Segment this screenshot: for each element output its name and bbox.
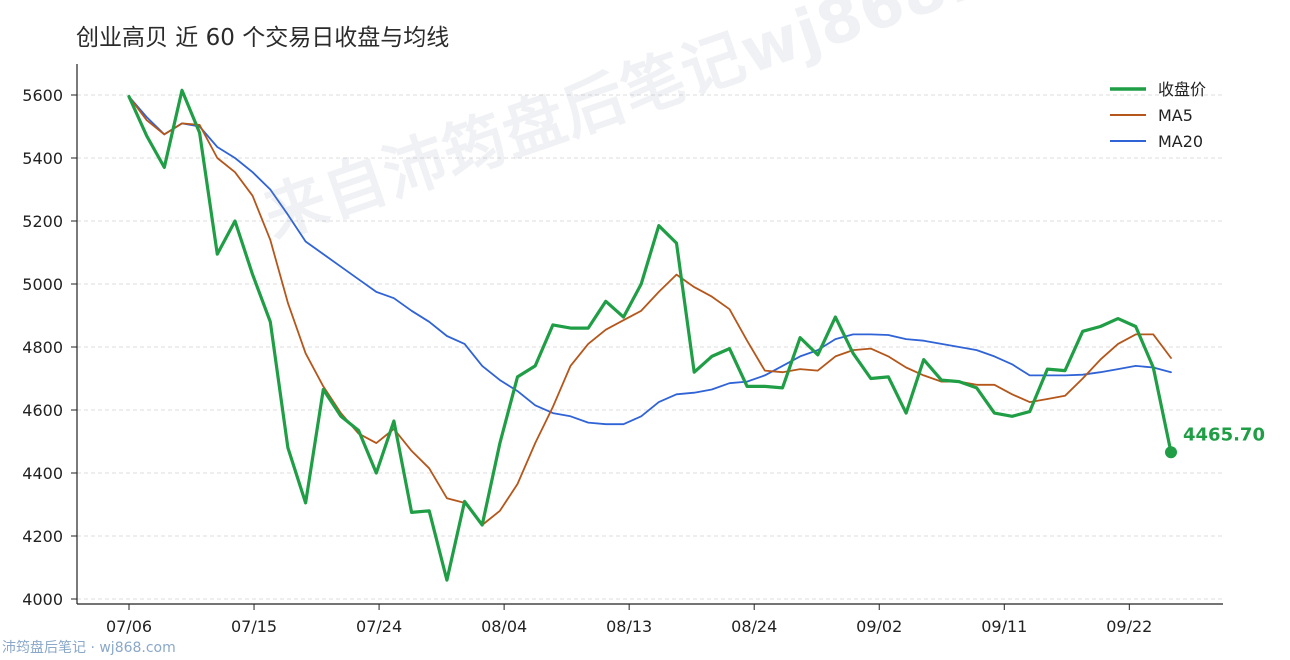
- series-line-ma5: [128, 95, 1172, 526]
- y-tick-label: 4000: [22, 590, 63, 609]
- x-tick-label: 07/06: [106, 617, 152, 636]
- x-tick-label: 09/11: [981, 617, 1027, 636]
- last-value-label: 4465.70: [1183, 424, 1265, 445]
- x-tick-label: 09/22: [1106, 617, 1152, 636]
- series-line-close: [127, 88, 1173, 582]
- y-tick-label: 4800: [22, 338, 63, 357]
- x-tick-label: 07/15: [231, 617, 277, 636]
- legend-label: MA20: [1158, 132, 1203, 151]
- x-tick-label: 07/24: [356, 617, 402, 636]
- legend-label: 收盘价: [1158, 80, 1206, 99]
- y-tick-label: 4200: [22, 527, 63, 546]
- y-tick-label: 5600: [22, 86, 63, 105]
- y-tick-label: 5000: [22, 275, 63, 294]
- x-tick-label: 09/02: [856, 617, 902, 636]
- footer-credit: 沛筠盘后笔记 · wj868.com: [2, 640, 176, 656]
- y-tick-label: 5200: [22, 212, 63, 231]
- x-tick-label: 08/24: [731, 617, 777, 636]
- series-line-ma20: [128, 95, 1172, 426]
- x-tick-label: 08/13: [606, 617, 652, 636]
- y-tick-label: 5400: [22, 149, 63, 168]
- y-tick-label: 4600: [22, 401, 63, 420]
- last-point-marker: [1165, 446, 1177, 459]
- chart-title: 创业高贝 近 60 个交易日收盘与均线: [76, 25, 450, 51]
- y-tick-label: 4400: [22, 464, 63, 483]
- x-tick-label: 08/04: [481, 617, 527, 636]
- legend-label: MA5: [1158, 106, 1193, 125]
